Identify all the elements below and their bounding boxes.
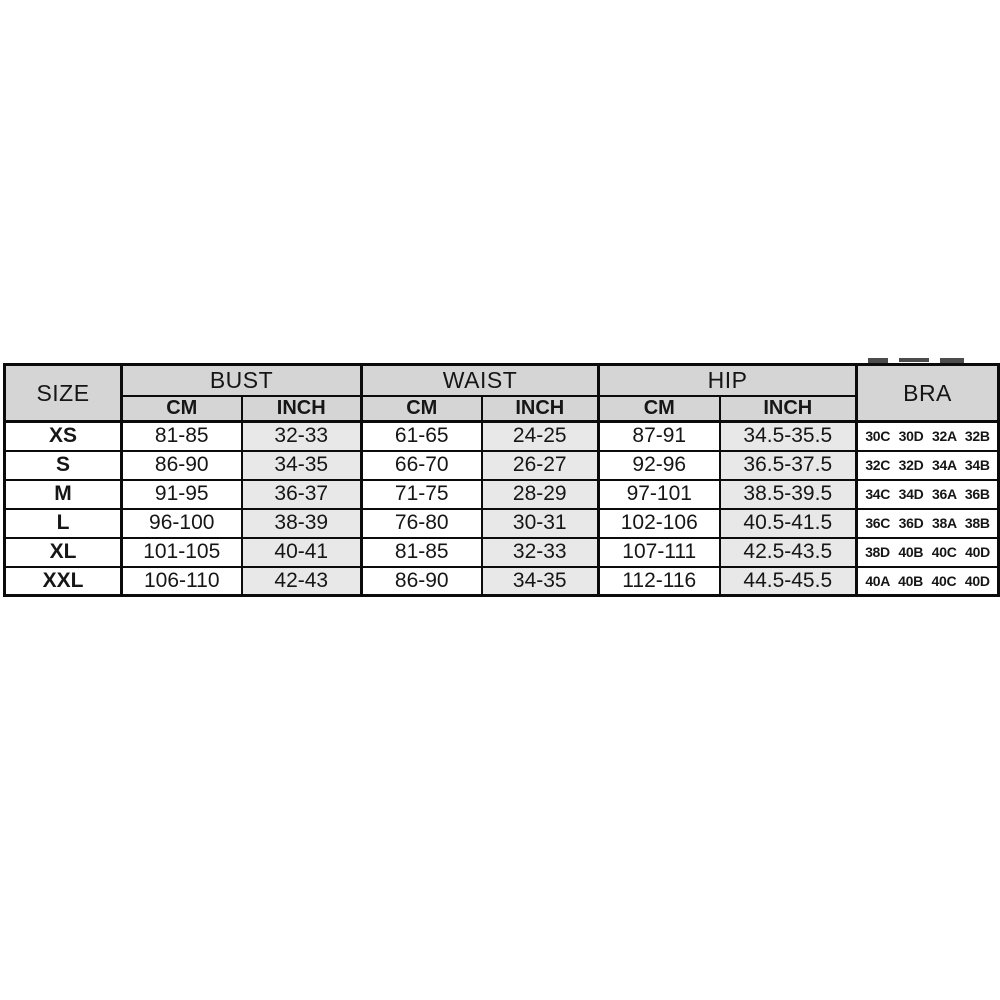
header-waist-cm: CM xyxy=(360,394,483,423)
waist-inch-cell: 24-25 xyxy=(480,420,600,452)
waist-cm-cell: 76-80 xyxy=(360,507,483,539)
bra-cell: 38D 40B 40C 40D xyxy=(855,536,1000,568)
header-waist: WAIST xyxy=(359,363,600,397)
hip-inch-cell: 34.5-35.5 xyxy=(718,420,858,452)
waist-cm-cell: 86-90 xyxy=(360,565,483,597)
waist-cm-cell: 61-65 xyxy=(360,420,483,452)
hip-inch-cell: 40.5-41.5 xyxy=(718,507,858,539)
size-cell: XS xyxy=(3,420,123,452)
bust-cm-cell: 91-95 xyxy=(120,478,243,510)
bra-cell: 32C 32D 34A 34B xyxy=(855,449,1000,481)
bust-cm-cell: 96-100 xyxy=(120,507,243,539)
header-size: SIZE xyxy=(3,363,123,423)
header-bust-cm: CM xyxy=(120,394,243,423)
hip-inch-cell: 36.5-37.5 xyxy=(718,449,858,481)
header-bra: BRA xyxy=(855,363,1000,423)
hip-cm-cell: 97-101 xyxy=(597,478,721,510)
hip-inch-cell: 44.5-45.5 xyxy=(718,565,858,597)
header-bust: BUST xyxy=(120,363,363,397)
size-chart-table: SIZE BUST WAIST HIP BRA CM INCH CM INCH … xyxy=(3,363,1000,597)
hip-cm-cell: 102-106 xyxy=(597,507,721,539)
table-row: M 91-95 36-37 71-75 28-29 97-101 38.5-39… xyxy=(3,478,1000,510)
size-cell: XL xyxy=(3,536,123,568)
hip-cm-cell: 107-111 xyxy=(597,536,721,568)
hip-inch-cell: 42.5-43.5 xyxy=(718,536,858,568)
header-waist-inch: INCH xyxy=(480,394,600,423)
hip-cm-cell: 92-96 xyxy=(597,449,721,481)
waist-cm-cell: 66-70 xyxy=(360,449,483,481)
hip-cm-cell: 87-91 xyxy=(597,420,721,452)
table-row: XS 81-85 32-33 61-65 24-25 87-91 34.5-35… xyxy=(3,420,1000,452)
header-bust-inch: INCH xyxy=(240,394,363,423)
header-hip-inch: INCH xyxy=(718,394,858,423)
bust-cm-cell: 81-85 xyxy=(120,420,243,452)
hip-inch-cell: 38.5-39.5 xyxy=(718,478,858,510)
bust-inch-cell: 40-41 xyxy=(240,536,363,568)
waist-inch-cell: 28-29 xyxy=(480,478,600,510)
bra-cell: 34C 34D 36A 36B xyxy=(855,478,1000,510)
bra-cell: 40A 40B 40C 40D xyxy=(855,565,1000,597)
header-hip-cm: CM xyxy=(597,394,721,423)
bust-inch-cell: 34-35 xyxy=(240,449,363,481)
header-row-groups: SIZE BUST WAIST HIP BRA xyxy=(3,363,1000,423)
table-row: XL 101-105 40-41 81-85 32-33 107-111 42.… xyxy=(3,536,1000,568)
crop-artifact xyxy=(868,358,975,363)
bust-inch-cell: 42-43 xyxy=(240,565,363,597)
header-row-units: CM INCH CM INCH CM INCH xyxy=(5,394,999,423)
waist-inch-cell: 30-31 xyxy=(480,507,600,539)
bust-cm-cell: 86-90 xyxy=(120,449,243,481)
table-row: XXL 106-110 42-43 86-90 34-35 112-116 44… xyxy=(3,565,1000,597)
size-cell: XXL xyxy=(3,565,123,597)
bust-cm-cell: 106-110 xyxy=(120,565,243,597)
header-hip: HIP xyxy=(597,363,858,397)
waist-inch-cell: 26-27 xyxy=(480,449,600,481)
size-cell: M xyxy=(3,478,123,510)
table-row: L 96-100 38-39 76-80 30-31 102-106 40.5-… xyxy=(3,507,1000,539)
size-chart: SIZE BUST WAIST HIP BRA CM INCH CM INCH … xyxy=(3,363,1000,597)
waist-inch-cell: 32-33 xyxy=(480,536,600,568)
bust-inch-cell: 38-39 xyxy=(240,507,363,539)
bra-cell: 30C 30D 32A 32B xyxy=(855,420,1000,452)
size-cell: L xyxy=(3,507,123,539)
waist-cm-cell: 71-75 xyxy=(360,478,483,510)
waist-cm-cell: 81-85 xyxy=(360,536,483,568)
bust-inch-cell: 32-33 xyxy=(240,420,363,452)
bra-cell: 36C 36D 38A 38B xyxy=(855,507,1000,539)
hip-cm-cell: 112-116 xyxy=(597,565,721,597)
waist-inch-cell: 34-35 xyxy=(480,565,600,597)
size-cell: S xyxy=(3,449,123,481)
bust-cm-cell: 101-105 xyxy=(120,536,243,568)
bust-inch-cell: 36-37 xyxy=(240,478,363,510)
table-row: S 86-90 34-35 66-70 26-27 92-96 36.5-37.… xyxy=(3,449,1000,481)
